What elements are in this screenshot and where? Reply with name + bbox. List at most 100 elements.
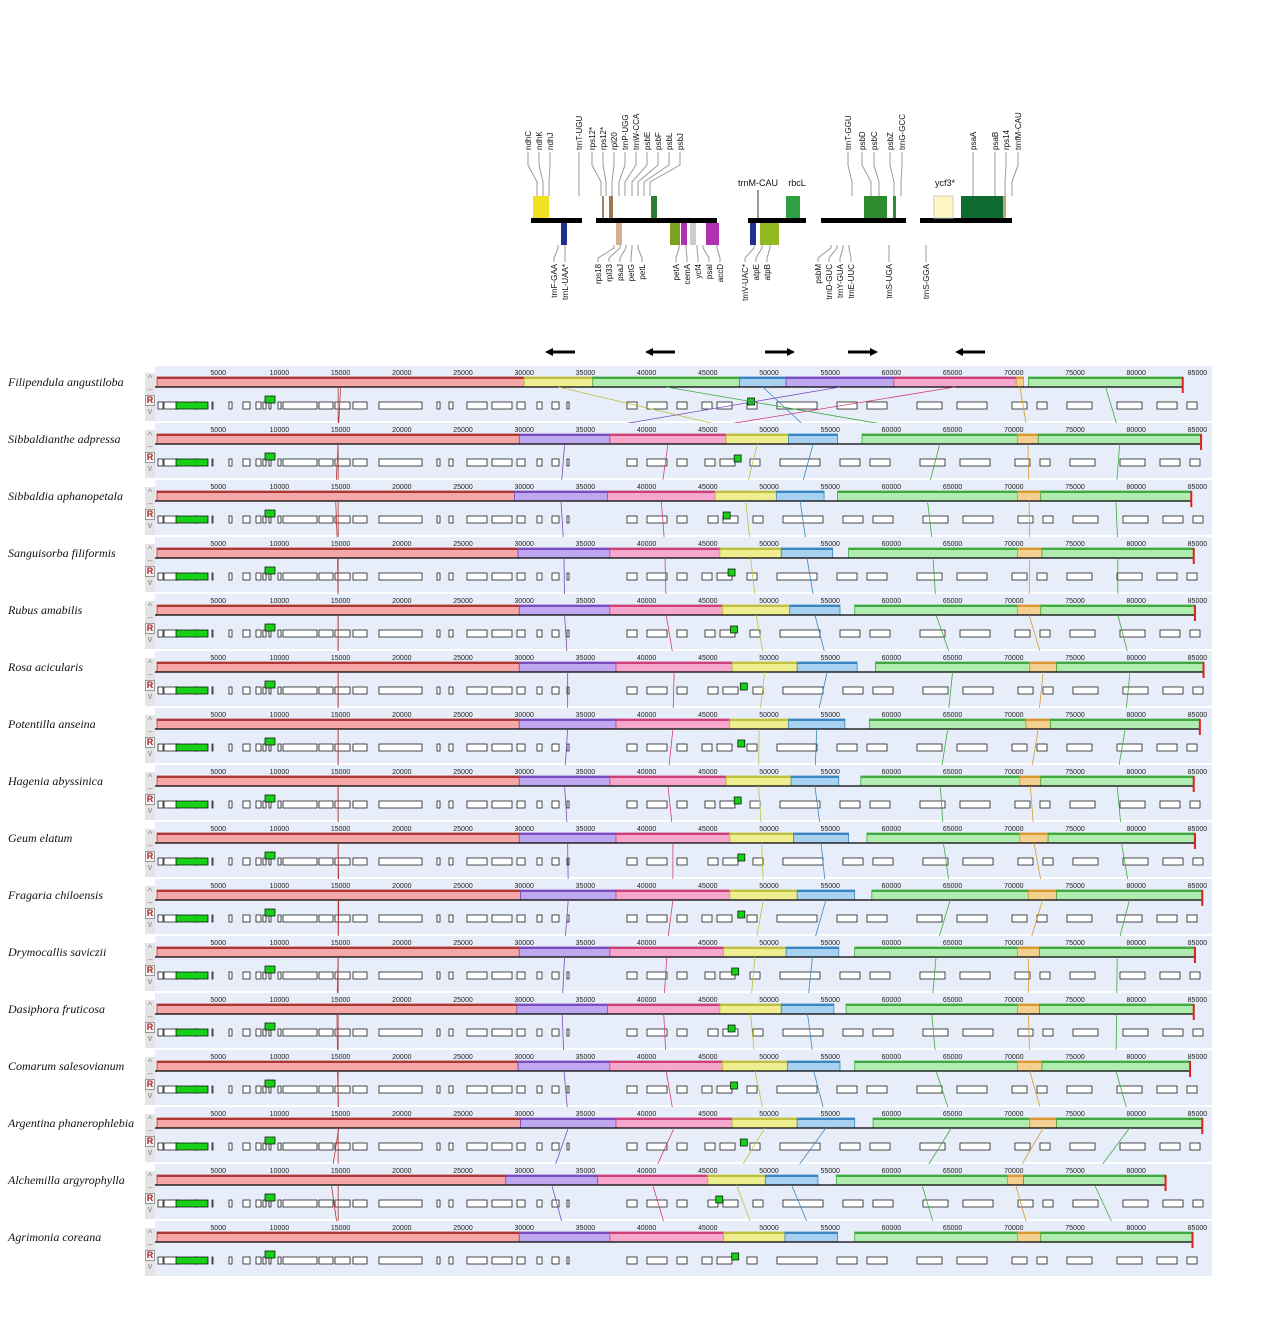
lcb-profile [729, 833, 794, 835]
move-down-button[interactable]: v [147, 634, 153, 644]
reverse-track-button[interactable]: R [145, 452, 155, 463]
move-up-button[interactable]: ^ [147, 601, 153, 611]
move-up-button[interactable]: ^ [147, 1114, 153, 1124]
move-up-button[interactable]: ^ [147, 1228, 153, 1238]
annotation-box [448, 1256, 454, 1265]
annotation-box [352, 971, 368, 980]
ruler-tick: 20000 [392, 940, 412, 947]
move-down-button[interactable]: v [147, 520, 153, 530]
annotation-box [262, 1028, 267, 1037]
hide-track-button[interactable]: – [147, 1125, 153, 1135]
reverse-track-button[interactable]: R [145, 509, 155, 520]
move-down-button[interactable]: v [147, 1261, 153, 1271]
hide-track-button[interactable]: – [147, 1182, 153, 1192]
reverse-track-button[interactable]: R [145, 1136, 155, 1147]
move-up-button[interactable]: ^ [147, 715, 153, 725]
hide-track-button[interactable]: – [147, 1011, 153, 1021]
move-down-button[interactable]: v [147, 406, 153, 416]
leader-line [591, 152, 602, 196]
ruler-tick: 40000 [637, 712, 657, 719]
move-up-button[interactable]: ^ [147, 772, 153, 782]
annotation-box [1156, 572, 1178, 581]
reverse-track-button[interactable]: R [145, 965, 155, 976]
annotation-box [626, 1199, 638, 1208]
annotation-box [352, 914, 368, 923]
hide-track-button[interactable]: – [147, 783, 153, 793]
move-down-button[interactable]: v [147, 463, 153, 473]
lcb-profile [157, 947, 520, 949]
move-down-button[interactable]: v [147, 748, 153, 758]
ruler-tick: 50000 [759, 997, 779, 1004]
hide-track-button[interactable]: – [147, 1239, 153, 1249]
move-up-button[interactable]: ^ [147, 886, 153, 896]
ruler-tick: 50000 [759, 769, 779, 776]
move-down-button[interactable]: v [147, 577, 153, 587]
move-down-button[interactable]: v [147, 1033, 153, 1043]
reverse-track-button[interactable]: R [145, 1022, 155, 1033]
hide-track-button[interactable]: – [147, 384, 153, 394]
annotation-box [646, 686, 668, 695]
hide-track-button[interactable]: – [147, 441, 153, 451]
move-up-button[interactable]: ^ [147, 1171, 153, 1181]
reverse-track-button[interactable]: R [145, 623, 155, 634]
move-up-button[interactable]: ^ [147, 658, 153, 668]
move-down-button[interactable]: v [147, 1204, 153, 1214]
reverse-track-button[interactable]: R [145, 794, 155, 805]
hide-track-button[interactable]: – [147, 726, 153, 736]
annotation-box [752, 515, 764, 524]
annotation-gene-green [727, 1024, 736, 1033]
hide-track-button[interactable]: – [147, 555, 153, 565]
move-up-button[interactable]: ^ [147, 1057, 153, 1067]
move-down-button[interactable]: v [147, 1090, 153, 1100]
move-down-button[interactable]: v [147, 1147, 153, 1157]
reverse-track-button[interactable]: R [145, 1079, 155, 1090]
ruler-tick: 85000 [1188, 883, 1208, 890]
hide-track-button[interactable]: – [147, 954, 153, 964]
move-down-button[interactable]: v [147, 862, 153, 872]
move-down-button[interactable]: v [147, 691, 153, 701]
hide-track-button[interactable]: – [147, 612, 153, 622]
gene-label-ycf4: ycf4 [694, 263, 703, 278]
annotation-box [916, 1085, 943, 1094]
reverse-track-button[interactable]: R [145, 395, 155, 406]
move-down-button[interactable]: v [147, 919, 153, 929]
reverse-track-button[interactable]: R [145, 737, 155, 748]
move-up-button[interactable]: ^ [147, 829, 153, 839]
track-background [155, 936, 1212, 991]
ruler-tick: 80000 [1126, 997, 1146, 1004]
annotation-box [566, 1028, 570, 1037]
hide-track-button[interactable]: – [147, 897, 153, 907]
hide-track-button[interactable]: – [147, 498, 153, 508]
move-up-button[interactable]: ^ [147, 373, 153, 383]
reverse-track-button[interactable]: R [145, 908, 155, 919]
reverse-track-button[interactable]: R [145, 1250, 155, 1261]
annotation-box [839, 1142, 861, 1151]
move-down-button[interactable]: v [147, 976, 153, 986]
hide-track-button[interactable]: – [147, 669, 153, 679]
gene-box [670, 223, 680, 245]
ruler-tick: 70000 [1004, 655, 1024, 662]
annotation-box [1122, 686, 1149, 695]
hide-track-button[interactable]: – [147, 840, 153, 850]
move-down-button[interactable]: v [147, 805, 153, 815]
gene-label-trnf-gaa: trnF-GAA [550, 263, 559, 297]
annotation-gene-green [264, 1136, 276, 1145]
move-up-button[interactable]: ^ [147, 430, 153, 440]
ruler-tick: 15000 [331, 826, 351, 833]
reverse-track-button[interactable]: R [145, 680, 155, 691]
move-up-button[interactable]: ^ [147, 1000, 153, 1010]
move-up-button[interactable]: ^ [147, 544, 153, 554]
lcb-profile [723, 1232, 785, 1234]
annotation-box [676, 1085, 688, 1094]
ruler-tick: 20000 [392, 655, 412, 662]
lcb-profile [707, 1175, 766, 1177]
annotation-gene-green [175, 857, 209, 866]
move-up-button[interactable]: ^ [147, 487, 153, 497]
reverse-track-button[interactable]: R [145, 1193, 155, 1204]
ruler-tick: 10000 [270, 769, 290, 776]
move-up-button[interactable]: ^ [147, 943, 153, 953]
reverse-track-button[interactable]: R [145, 851, 155, 862]
hide-track-button[interactable]: – [147, 1068, 153, 1078]
reverse-track-button[interactable]: R [145, 566, 155, 577]
